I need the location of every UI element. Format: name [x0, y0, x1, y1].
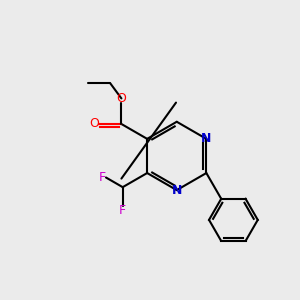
Text: O: O — [89, 118, 99, 130]
Text: N: N — [201, 132, 212, 146]
Text: N: N — [172, 184, 182, 196]
Text: F: F — [119, 203, 126, 217]
Text: F: F — [99, 171, 106, 184]
Text: O: O — [116, 92, 126, 105]
